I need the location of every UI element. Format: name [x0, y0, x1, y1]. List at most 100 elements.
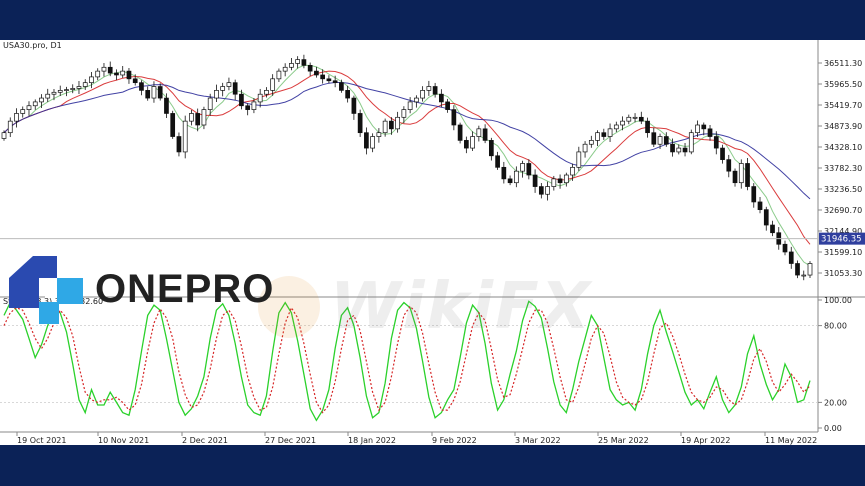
bear-candle — [526, 163, 532, 176]
bull-candle — [151, 86, 157, 99]
bull-candle — [370, 136, 375, 149]
bear-candle — [451, 109, 457, 126]
bear-candle — [170, 113, 176, 137]
current-price-badge — [819, 232, 865, 245]
bear-candle — [307, 65, 313, 72]
bull-candle — [807, 263, 813, 276]
chart-svg: 36511.30 35965.50 35419.70 34873.90 34328.10… — [0, 40, 865, 445]
bear-candle — [751, 186, 757, 203]
bull-candle — [626, 116, 632, 122]
price-tick-label: 34873.90 — [824, 122, 862, 131]
bear-candle — [713, 136, 719, 149]
bull-candle — [376, 132, 382, 137]
price-tick-label: 36511.30 — [824, 59, 862, 68]
bull-candle — [70, 88, 76, 90]
bull-candle — [270, 78, 276, 91]
date-tick-label: 11 May 2022 — [765, 436, 817, 445]
onepro-logo-icon — [9, 256, 83, 324]
bull-candle — [420, 90, 425, 99]
bear-candle — [332, 80, 338, 84]
price-tick-label: 32144.90 — [824, 227, 862, 236]
bear-candle — [763, 209, 769, 226]
bear-candle — [176, 136, 182, 153]
bull-candle — [120, 70, 126, 76]
bear-candle — [701, 124, 707, 130]
bull-candle — [182, 120, 188, 153]
bear-candle — [114, 72, 119, 76]
bull-candle — [426, 86, 432, 91]
stoch-tick-label: 100.00 — [824, 296, 852, 305]
ma-line — [3, 64, 811, 267]
bear-candle — [682, 147, 688, 153]
date-tick-label: 19 Oct 2021 — [17, 436, 66, 445]
bull-candle — [401, 109, 407, 118]
bear-candle — [232, 82, 238, 95]
bear-candle — [707, 128, 713, 137]
price-tick-label: 33236.50 — [824, 185, 862, 194]
date-tick-label: 25 Mar 2022 — [598, 436, 649, 445]
bull-candle — [76, 86, 82, 89]
bear-candle — [501, 166, 507, 180]
bull-candle — [738, 163, 744, 184]
bull-candle — [214, 90, 219, 99]
bull-candle — [632, 116, 638, 119]
date-tick-label: 3 Mar 2022 — [515, 436, 561, 445]
bull-candle — [688, 132, 694, 153]
price-tick-label: 31599.10 — [824, 248, 862, 257]
stoch-k-line — [3, 300, 811, 422]
bear-candle — [445, 101, 450, 110]
price-tick-label: 35419.70 — [824, 101, 862, 110]
bull-candle — [588, 140, 594, 145]
bull-candle — [476, 128, 482, 137]
bear-candle — [439, 93, 444, 103]
bear-candle — [507, 178, 513, 184]
price-tick-label: 32690.70 — [824, 206, 862, 215]
bear-candle — [301, 59, 307, 66]
bull-candle — [520, 163, 525, 172]
bear-candle — [726, 159, 732, 172]
onepro-logo: ONEPRO — [5, 250, 274, 328]
bear-candle — [351, 97, 357, 114]
bull-candle — [576, 151, 582, 168]
bear-candle — [457, 124, 463, 141]
bull-candle — [395, 116, 400, 130]
bull-candle — [613, 124, 619, 130]
bull-candle — [82, 82, 88, 87]
bull-candle — [295, 59, 301, 64]
date-tick-label: 19 Apr 2022 — [681, 436, 730, 445]
bull-candle — [207, 97, 213, 110]
bull-candle — [414, 97, 419, 103]
bear-candle — [638, 116, 644, 122]
bull-candle — [220, 86, 226, 91]
bear-candle — [757, 201, 763, 210]
bull-candle — [264, 90, 269, 95]
date-tick-label: 27 Dec 2021 — [265, 436, 316, 445]
bull-candle — [189, 113, 194, 122]
bear-candle — [132, 78, 138, 84]
date-tick-label: 2 Dec 2021 — [182, 436, 228, 445]
bear-candle — [164, 97, 169, 114]
wikifx-watermark: WikiFX — [258, 270, 592, 344]
bear-candle — [145, 90, 151, 99]
price-tick-label: 31053.30 — [824, 269, 862, 278]
price-tick-label: 34328.10 — [824, 143, 862, 152]
bull-candle — [676, 147, 682, 153]
current-price-label: 31946.35 — [821, 235, 862, 245]
bull-candle — [226, 82, 232, 87]
bull-candle — [595, 132, 600, 141]
bull-candle — [64, 89, 69, 91]
chart-title: USA30.pro, D1 — [3, 41, 62, 50]
bear-candle — [732, 170, 738, 184]
bull-candle — [26, 105, 32, 110]
bear-candle — [157, 86, 163, 99]
bull-candle — [470, 136, 475, 149]
bear-candle — [239, 93, 244, 107]
bear-candle — [107, 66, 113, 74]
bear-candle — [432, 86, 438, 95]
bear-candle — [326, 78, 332, 82]
onepro-logo-text: ONEPRO — [95, 266, 275, 311]
date-tick-label: 10 Nov 2021 — [98, 436, 149, 445]
date-tick-label: 9 Feb 2022 — [432, 436, 477, 445]
bull-candle — [582, 143, 588, 153]
bear-candle — [557, 178, 563, 184]
